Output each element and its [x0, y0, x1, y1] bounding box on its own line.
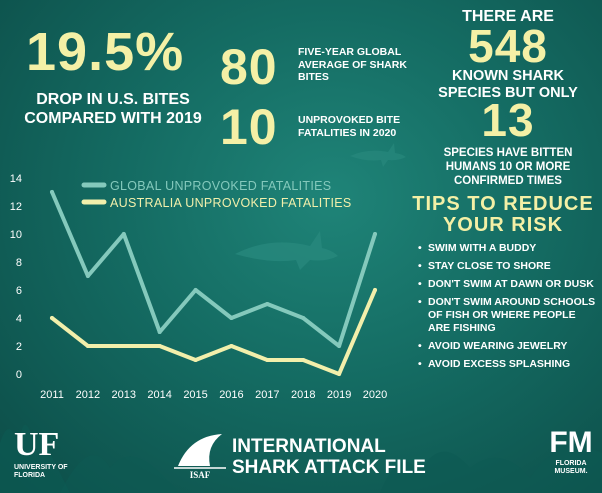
tip-item: AVOID EXCESS SPLASHING	[418, 358, 598, 371]
data-point-australia	[373, 288, 377, 292]
isaf-title: INTERNATIONAL SHARK ATTACK FILE	[232, 436, 426, 478]
legend-label-global: GLOBAL UNPROVOKED FATALITIES	[110, 179, 331, 193]
tip-item: STAY CLOSE TO SHORE	[418, 260, 598, 273]
tip-item: DON'T SWIM AT DAWN OR DUSK	[418, 278, 598, 291]
legend-label-australia: AUSTRALIA UNPROVOKED FATALITIES	[110, 196, 352, 210]
species-tail-text: SPECIES HAVE BITTEN HUMANS 10 OR MORE CO…	[443, 147, 573, 187]
average-bites-caption: FIVE-YEAR GLOBAL AVERAGE OF SHARK BITES	[298, 46, 407, 83]
fm-subtitle: FLORIDA MUSEUM.	[554, 460, 588, 475]
average-bites-value: 80	[220, 39, 278, 95]
x-tick-label: 2017	[255, 389, 279, 401]
isaf-abbr: ISAF	[190, 470, 211, 480]
data-point-global	[301, 316, 306, 320]
drop-caption: DROP IN U.S. BITES COMPARED WITH 2019	[24, 91, 202, 127]
data-point-global	[373, 232, 377, 236]
x-tick-label: 2012	[76, 389, 100, 401]
isaf-title-line1: INTERNATIONAL	[232, 436, 386, 457]
tip-item: AVOID WEARING JEWELRY	[418, 340, 598, 353]
series-line-australia	[50, 288, 377, 376]
y-tick-label: 10	[10, 229, 22, 241]
y-tick-label: 14	[10, 173, 22, 185]
species-middle-text: KNOWN SHARK SPECIES BUT ONLY	[438, 68, 578, 101]
data-point-australia	[121, 344, 126, 348]
shark-silhouette-small-icon	[350, 143, 406, 167]
data-point-australia	[193, 358, 198, 362]
x-tick-label: 2019	[327, 389, 351, 401]
data-point-australia	[229, 344, 234, 348]
uf-mark: UF	[14, 426, 60, 463]
species-count: 548	[468, 20, 548, 72]
y-tick-label: 8	[16, 257, 22, 269]
fm-mark: FM	[549, 426, 593, 459]
y-tick-label: 4	[16, 313, 22, 325]
fatalities-caption: UNPROVOKED BITE FATALITIES IN 2020	[298, 114, 401, 139]
data-point-australia	[50, 316, 54, 320]
y-tick-label: 2	[16, 341, 22, 353]
species-intro: THERE ARE	[462, 8, 554, 25]
y-axis: 0 2 4 6 8 10 12 14	[10, 173, 22, 381]
data-point-australia	[157, 344, 162, 348]
y-tick-label: 6	[16, 285, 22, 297]
drop-percentage: 19.5%	[26, 22, 185, 82]
y-tick-label: 12	[10, 201, 22, 213]
data-point-global	[229, 316, 234, 320]
uf-logo: UF UNIVERSITY of FLORIDA	[14, 428, 94, 480]
data-point-global	[121, 232, 126, 236]
tips-title: TIPS TO REDUCE YOUR RISK	[412, 193, 594, 236]
data-point-global	[50, 190, 54, 194]
isaf-fin-icon: ISAF	[174, 434, 226, 480]
series-line-global	[50, 190, 377, 348]
series-layer	[50, 190, 377, 376]
data-point-global	[265, 302, 270, 306]
tip-item: SWIM WITH A BUDDY	[418, 242, 598, 255]
tip-item: DON'T SWIM AROUND SCHOOLS OF FISH OR WHE…	[418, 296, 598, 335]
y-tick-label: 0	[16, 369, 22, 381]
data-point-global	[157, 330, 162, 334]
isaf-title-line2: SHARK ATTACK FILE	[232, 457, 426, 478]
fatalities-value: 10	[220, 99, 278, 155]
data-point-global	[193, 288, 198, 292]
uf-subtitle: UNIVERSITY of FLORIDA	[14, 464, 68, 479]
fatalities-line-chart: GLOBAL UNPROVOKED FATALITIES AUSTRALIA U…	[10, 173, 387, 401]
data-point-australia	[301, 358, 306, 362]
data-point-australia	[265, 358, 270, 362]
tips-list: SWIM WITH A BUDDY STAY CLOSE TO SHORE DO…	[418, 242, 598, 376]
x-axis: 2011 2012 2013 2014 2015 2016 2017 2018 2019 2020	[40, 389, 387, 401]
x-tick-label: 2013	[112, 389, 136, 401]
species-bitten-count: 13	[481, 94, 535, 146]
x-tick-label: 2011	[40, 389, 64, 401]
data-point-australia	[337, 372, 342, 376]
x-tick-label: 2020	[363, 389, 387, 401]
x-tick-label: 2016	[219, 389, 243, 401]
x-tick-label: 2014	[147, 389, 171, 401]
data-point-australia	[85, 344, 90, 348]
x-tick-label: 2018	[291, 389, 315, 401]
data-point-global	[85, 274, 90, 278]
florida-museum-logo: FM FLORIDA MUSEUM.	[548, 428, 594, 476]
seaweed-silhouette	[0, 424, 602, 493]
data-point-global	[337, 344, 342, 348]
x-tick-label: 2015	[183, 389, 207, 401]
shark-silhouette-icon	[235, 231, 338, 270]
